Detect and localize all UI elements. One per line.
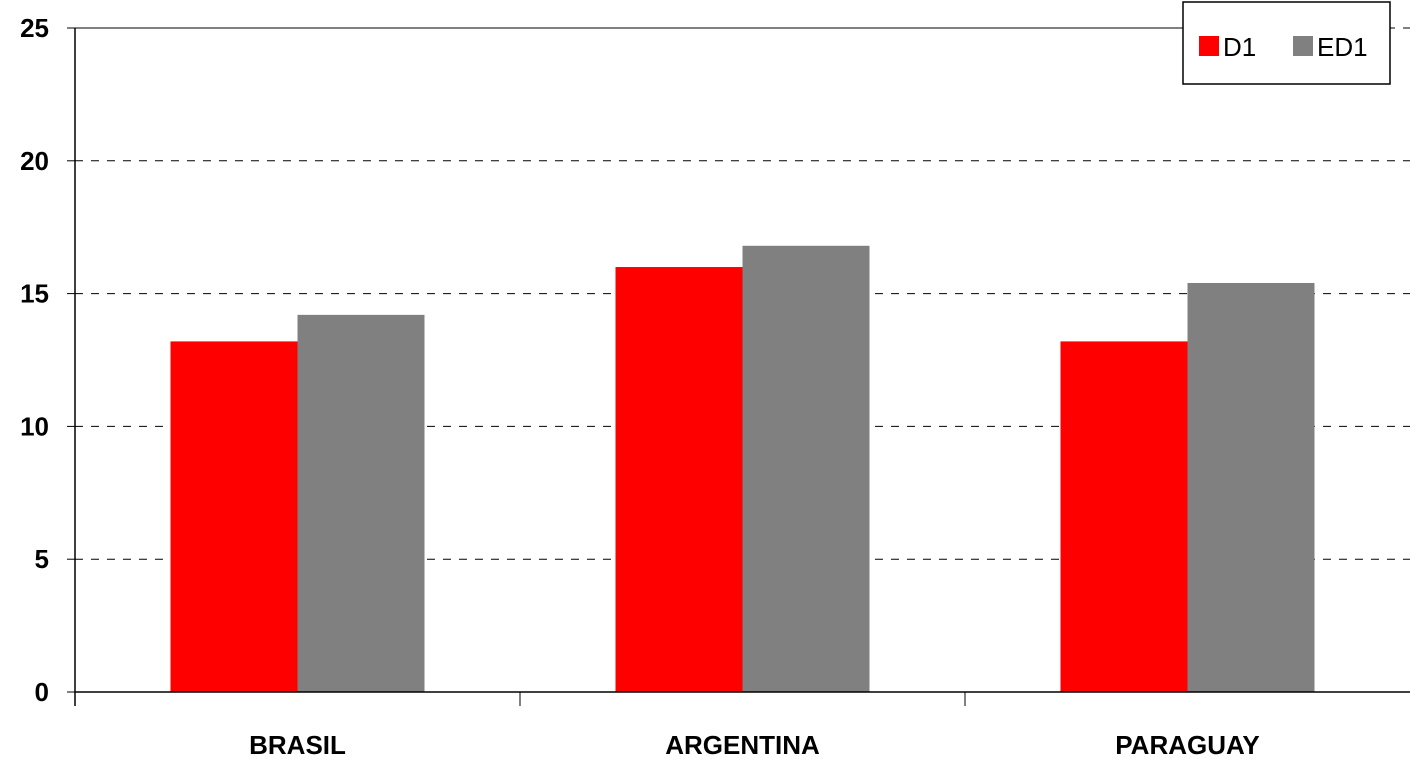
legend-swatch-d1: [1199, 36, 1219, 56]
y-tick-label: 0: [35, 677, 49, 707]
legend-label-ed1: ED1: [1317, 32, 1368, 62]
y-axis-ticks: 0 5 10 15 20 25: [20, 13, 75, 707]
bars: [170, 245, 1315, 693]
bar-d1-paraguay: [1060, 341, 1188, 692]
y-tick-label: 5: [35, 544, 49, 574]
x-category-label: BRASIL: [249, 730, 346, 759]
bar-ed1-brasil: [297, 314, 425, 692]
bar-ed1-argentina: [742, 245, 870, 693]
legend-swatch-ed1: [1293, 36, 1313, 56]
x-axis-categories: BRASIL ARGENTINA PARAGUAY: [249, 730, 1260, 759]
y-tick-label: 25: [20, 13, 49, 43]
bar-d1-brasil: [170, 341, 298, 692]
axes: [74, 27, 1410, 706]
y-tick-label: 20: [20, 146, 49, 176]
legend: D1 ED1: [1182, 1, 1391, 85]
legend-label-d1: D1: [1223, 32, 1256, 62]
x-category-label: PARAGUAY: [1115, 730, 1259, 759]
x-category-label: ARGENTINA: [665, 730, 820, 759]
bar-d1-argentina: [615, 267, 743, 692]
y-tick-label: 15: [20, 279, 49, 309]
bar-ed1-paraguay: [1187, 282, 1315, 692]
y-tick-label: 10: [20, 411, 49, 441]
